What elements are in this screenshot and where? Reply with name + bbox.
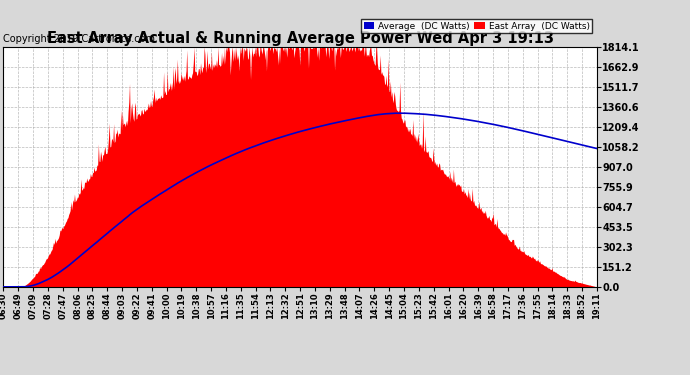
Text: Copyright 2019 Cartronics.com: Copyright 2019 Cartronics.com — [3, 34, 155, 45]
Title: East Array Actual & Running Average Power Wed Apr 3 19:13: East Array Actual & Running Average Powe… — [47, 31, 553, 46]
Legend: Average  (DC Watts), East Array  (DC Watts): Average (DC Watts), East Array (DC Watts… — [361, 19, 592, 33]
